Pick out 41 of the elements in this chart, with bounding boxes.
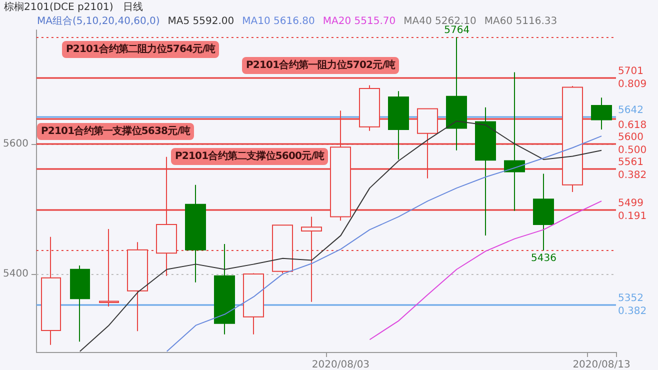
ref-line-label: 5600 bbox=[618, 132, 644, 143]
candlestick bbox=[475, 106, 496, 236]
text: MA60 5116.33 bbox=[484, 16, 558, 27]
candlestick bbox=[446, 36, 467, 151]
x-tick-label: 2020/08/03 bbox=[312, 360, 370, 370]
text: 0.809 bbox=[618, 79, 647, 90]
text: MA5 5592.00 bbox=[168, 16, 234, 27]
text: 0.191 bbox=[618, 210, 647, 222]
x-tick-label: 2020/08/13 bbox=[572, 360, 630, 370]
candlestick bbox=[388, 90, 409, 160]
line-series bbox=[166, 136, 602, 352]
callout: P2101合约第二支撑位5600元/吨 bbox=[171, 148, 328, 165]
chart-subtitle: 日线 bbox=[123, 2, 144, 13]
text: 0.500 bbox=[618, 144, 647, 156]
y-tick-label: 5400 bbox=[2, 268, 28, 280]
annotation: 5764 bbox=[444, 25, 470, 36]
ref-line-label: 5561 bbox=[618, 157, 644, 168]
text: MA20 5515.70 bbox=[322, 16, 396, 27]
text: 0.618 bbox=[618, 120, 647, 132]
candlestick bbox=[70, 264, 90, 342]
callout: P2101合约第二阻力位5764元/吨 bbox=[62, 41, 220, 58]
candlestick bbox=[504, 72, 525, 212]
candlestick bbox=[185, 184, 206, 283]
callout: P2101合约第一支撑位5638元/吨 bbox=[37, 123, 194, 140]
candlestick bbox=[214, 244, 235, 335]
legend-title: MA组合(5,10,20,40,60,0) bbox=[37, 16, 160, 27]
text: 0.382 bbox=[618, 170, 647, 182]
ref-line-label: 5499 bbox=[618, 198, 644, 209]
candlestick bbox=[591, 97, 612, 130]
ref-line-label: 5642 bbox=[618, 104, 644, 116]
ref-line-label: 5701 bbox=[618, 66, 644, 78]
annotation: 5436 bbox=[531, 252, 556, 264]
text: MA10 5616.80 bbox=[242, 16, 315, 27]
callout: P2101合约第一阻力位5702元/吨 bbox=[242, 57, 400, 74]
text: 0.382 bbox=[618, 306, 647, 318]
line-series bbox=[369, 200, 602, 340]
text: MA40 5262.10 bbox=[404, 16, 476, 27]
candlestick bbox=[243, 272, 264, 335]
candlestick bbox=[533, 173, 554, 252]
ref-line-label: 5352 bbox=[618, 293, 644, 304]
chart-title: 棕榈2101(DCE p2101) bbox=[4, 2, 114, 13]
